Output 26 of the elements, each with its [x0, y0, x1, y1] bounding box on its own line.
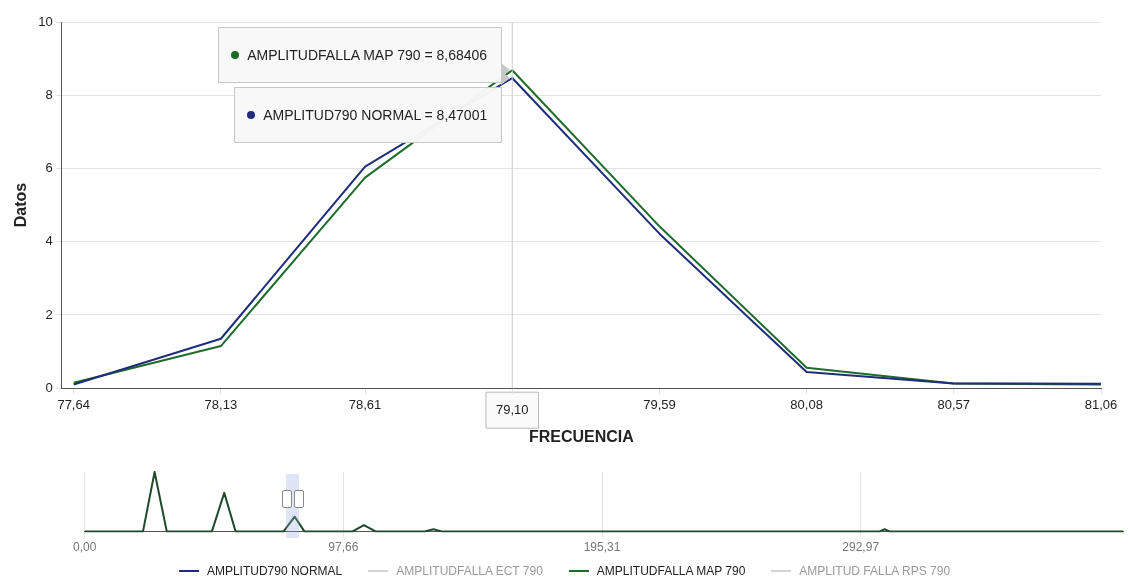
- x-tick-label: 78,61: [348, 396, 382, 412]
- y-tick-label: 6: [45, 160, 53, 176]
- x-tick-label: 0,00: [73, 540, 97, 555]
- x-tick-label: 195,31: [583, 540, 621, 555]
- legend-label: AMPLITUD FALLA RPS 790: [799, 564, 951, 578]
- x-tick-label: 80,08: [790, 396, 823, 412]
- x-tick-label: 292,97: [842, 540, 880, 555]
- y-tick-label: 4: [45, 233, 53, 249]
- y-tick-label: 0: [45, 379, 53, 395]
- legend-label: AMPLITUDFALLA MAP 790: [596, 564, 746, 578]
- x-tick-label: 77,64: [57, 396, 90, 412]
- y-tick-label: 10: [38, 13, 53, 29]
- annotation: AMPLITUDFALLA MAP 790 = 8,68406: [247, 47, 488, 64]
- ref-line-label: 79,10: [495, 401, 529, 417]
- legend-label: AMPLITUDFALLA ECT 790: [396, 564, 543, 578]
- x-tick-label: 78,13: [204, 396, 238, 412]
- y-tick-label: 8: [45, 86, 53, 102]
- x-tick-label: 81,06: [1084, 396, 1118, 412]
- x-tick-label: 97,66: [328, 540, 359, 555]
- annotation: AMPLITUD790 NORMAL = 8,47001: [263, 107, 488, 124]
- y-tick-label: 2: [45, 306, 53, 322]
- x-tick-label: 80,57: [937, 396, 971, 412]
- x-tick-label: 79,59: [643, 396, 676, 412]
- y-axis-title: Datos: [12, 182, 30, 228]
- legend-label: AMPLITUD790 NORMAL: [206, 564, 343, 578]
- x-axis-title: FRECUENCIA: [528, 427, 635, 445]
